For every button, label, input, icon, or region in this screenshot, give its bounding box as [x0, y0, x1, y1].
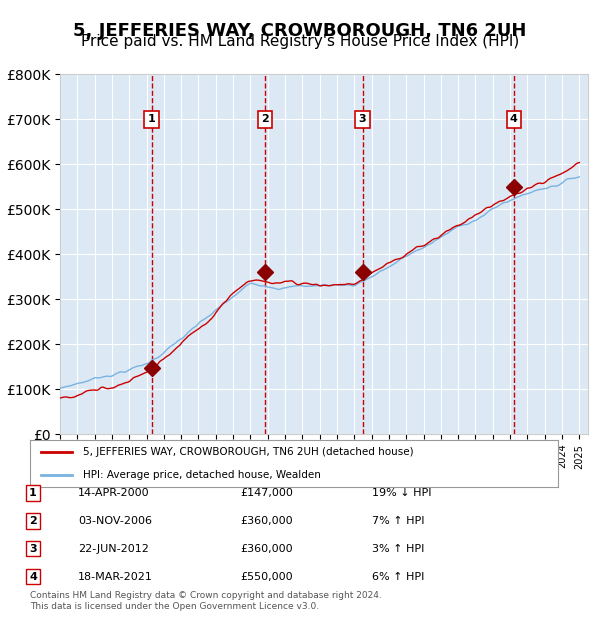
Text: £360,000: £360,000	[240, 544, 293, 554]
Text: 19% ↓ HPI: 19% ↓ HPI	[372, 488, 431, 498]
Text: 1: 1	[29, 488, 37, 498]
Text: 03-NOV-2006: 03-NOV-2006	[78, 516, 152, 526]
Text: 3: 3	[29, 544, 37, 554]
Text: 3% ↑ HPI: 3% ↑ HPI	[372, 544, 424, 554]
Text: 5, JEFFERIES WAY, CROWBOROUGH, TN6 2UH (detached house): 5, JEFFERIES WAY, CROWBOROUGH, TN6 2UH (…	[83, 447, 413, 457]
Text: 14-APR-2000: 14-APR-2000	[78, 488, 149, 498]
Text: 18-MAR-2021: 18-MAR-2021	[78, 572, 153, 582]
Text: 2: 2	[29, 516, 37, 526]
Text: 4: 4	[510, 114, 518, 125]
Text: 22-JUN-2012: 22-JUN-2012	[78, 544, 149, 554]
Text: 5, JEFFERIES WAY, CROWBOROUGH, TN6 2UH: 5, JEFFERIES WAY, CROWBOROUGH, TN6 2UH	[73, 22, 527, 40]
Text: Price paid vs. HM Land Registry's House Price Index (HPI): Price paid vs. HM Land Registry's House …	[81, 34, 519, 49]
Text: Contains HM Land Registry data © Crown copyright and database right 2024.
This d: Contains HM Land Registry data © Crown c…	[30, 591, 382, 611]
Text: £550,000: £550,000	[240, 572, 293, 582]
Text: 2: 2	[261, 114, 269, 125]
Text: 3: 3	[359, 114, 367, 125]
Text: £147,000: £147,000	[240, 488, 293, 498]
Text: £360,000: £360,000	[240, 516, 293, 526]
Text: 7% ↑ HPI: 7% ↑ HPI	[372, 516, 425, 526]
Text: 6% ↑ HPI: 6% ↑ HPI	[372, 572, 424, 582]
Text: 1: 1	[148, 114, 155, 125]
Text: HPI: Average price, detached house, Wealden: HPI: Average price, detached house, Weal…	[83, 470, 320, 480]
Text: 4: 4	[29, 572, 37, 582]
